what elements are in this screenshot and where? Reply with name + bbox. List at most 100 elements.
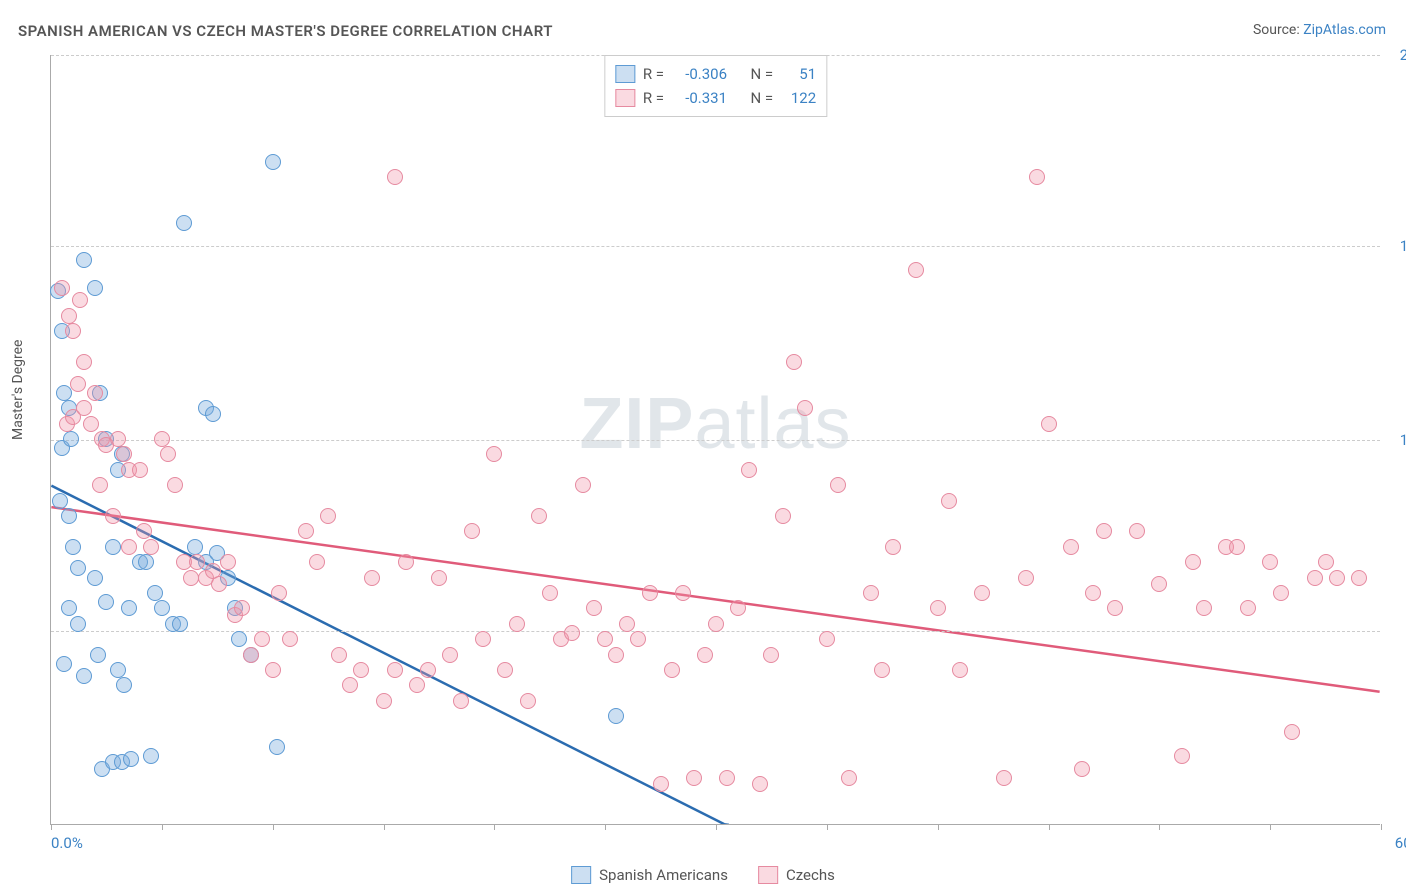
stat-n-label: N =	[751, 62, 774, 86]
data-point	[409, 677, 425, 693]
stat-n-label: N =	[751, 86, 774, 110]
x-tick	[1381, 824, 1382, 830]
data-point	[486, 446, 502, 462]
data-point	[121, 539, 137, 555]
data-point	[996, 770, 1012, 786]
data-point	[619, 616, 635, 632]
data-point	[741, 462, 757, 478]
data-point	[830, 477, 846, 493]
data-point	[154, 431, 170, 447]
series-swatch	[615, 65, 635, 83]
data-point	[183, 570, 199, 586]
x-tick	[273, 824, 274, 830]
data-point	[1041, 416, 1057, 432]
data-point	[1240, 600, 1256, 616]
data-point	[123, 751, 139, 767]
x-tick	[716, 824, 717, 830]
data-point	[271, 585, 287, 601]
gridline	[51, 246, 1380, 247]
data-point	[70, 376, 86, 392]
data-point	[653, 776, 669, 792]
data-point	[752, 776, 768, 792]
data-point	[92, 477, 108, 493]
data-point	[320, 508, 336, 524]
data-point	[121, 600, 137, 616]
x-tick	[827, 824, 828, 830]
stat-r-label: R =	[643, 62, 664, 86]
data-point	[220, 554, 236, 570]
data-point	[167, 477, 183, 493]
series-swatch	[615, 89, 635, 107]
data-point	[686, 770, 702, 786]
stats-row: R =-0.331 N =122	[615, 86, 816, 110]
data-point	[509, 616, 525, 632]
legend-label: Czechs	[786, 866, 835, 884]
data-point	[1196, 600, 1212, 616]
data-point	[464, 523, 480, 539]
data-point	[1284, 724, 1300, 740]
data-point	[70, 560, 86, 576]
data-point	[211, 576, 227, 592]
data-point	[874, 662, 890, 678]
data-point	[160, 446, 176, 462]
data-point	[231, 631, 247, 647]
gridline	[51, 55, 1380, 56]
data-point	[885, 539, 901, 555]
data-point	[1229, 539, 1245, 555]
stat-r-label: R =	[643, 86, 664, 110]
data-point	[147, 585, 163, 601]
data-point	[608, 708, 624, 724]
data-point	[110, 431, 126, 447]
data-point	[1063, 539, 1079, 555]
data-point	[797, 400, 813, 416]
data-point	[531, 508, 547, 524]
data-point	[309, 554, 325, 570]
stats-row: R =-0.306 N =51	[615, 62, 816, 86]
data-point	[1185, 554, 1201, 570]
data-point	[110, 662, 126, 678]
data-point	[52, 493, 68, 509]
data-point	[243, 647, 259, 663]
y-axis-label: Master's Degree	[10, 340, 26, 440]
chart-title: SPANISH AMERICAN VS CZECH MASTER'S DEGRE…	[18, 22, 553, 40]
data-point	[387, 662, 403, 678]
data-point	[1351, 570, 1367, 586]
data-point	[786, 354, 802, 370]
data-point	[442, 647, 458, 663]
data-point	[398, 554, 414, 570]
x-max-label: 60.0%	[1395, 834, 1406, 852]
legend-label: Spanish Americans	[599, 866, 728, 884]
data-point	[189, 554, 205, 570]
data-point	[105, 508, 121, 524]
data-point	[719, 770, 735, 786]
data-point	[138, 554, 154, 570]
data-point	[863, 585, 879, 601]
data-point	[952, 662, 968, 678]
x-tick	[1049, 824, 1050, 830]
legend: Spanish Americans Czechs	[571, 866, 835, 884]
y-tick-label: 18.8%	[1385, 237, 1406, 255]
data-point	[331, 647, 347, 663]
data-point	[254, 631, 270, 647]
data-point	[697, 647, 713, 663]
data-point	[1273, 585, 1289, 601]
data-point	[265, 154, 281, 170]
x-tick	[1270, 824, 1271, 830]
data-point	[364, 570, 380, 586]
data-point	[54, 280, 70, 296]
data-point	[1029, 169, 1045, 185]
data-point	[453, 693, 469, 709]
source-link[interactable]: ZipAtlas.com	[1303, 22, 1386, 38]
data-point	[298, 523, 314, 539]
data-point	[172, 616, 188, 632]
data-point	[105, 539, 121, 555]
x-tick	[162, 824, 163, 830]
scatter-plot-area: ZIPatlas R =-0.306 N =51R =-0.331 N =122…	[50, 55, 1380, 825]
data-point	[908, 262, 924, 278]
data-point	[1174, 748, 1190, 764]
stat-r-value: -0.331	[672, 86, 727, 110]
data-point	[675, 585, 691, 601]
data-point	[61, 508, 77, 524]
data-point	[597, 631, 613, 647]
legend-swatch	[571, 866, 591, 884]
